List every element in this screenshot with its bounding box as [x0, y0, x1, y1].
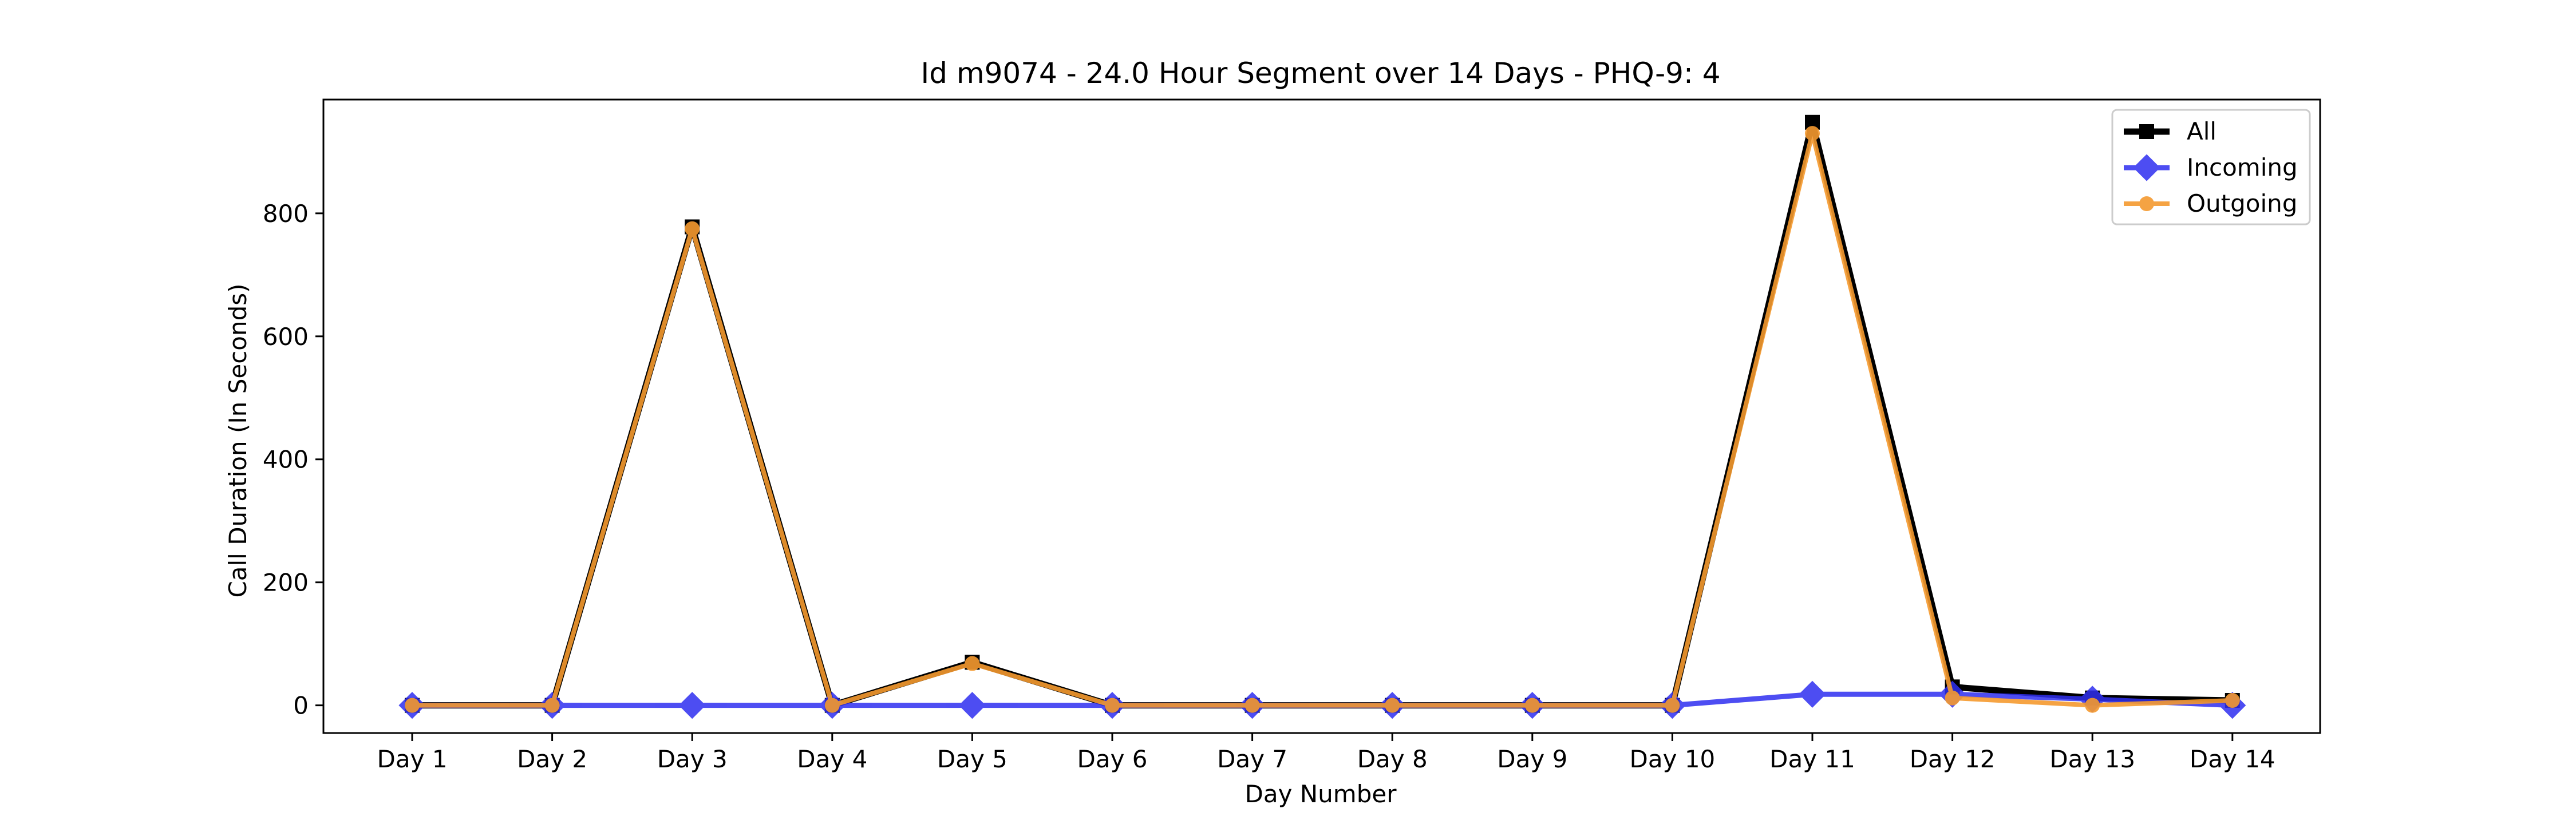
- data-point-circle: [1105, 698, 1120, 713]
- data-point-circle: [2225, 693, 2240, 708]
- chart-title: Id m9074 - 24.0 Hour Segment over 14 Day…: [920, 57, 1720, 90]
- y-tick-label: 800: [263, 200, 309, 228]
- x-tick-label: Day 7: [1217, 745, 1287, 773]
- y-axis-title: Call Duration (In Seconds): [224, 283, 252, 597]
- x-tick-label: Day 9: [1497, 745, 1567, 773]
- x-tick-label: Day 6: [1077, 745, 1147, 773]
- x-tick-label: Day 10: [1630, 745, 1716, 773]
- x-tick-label: Day 5: [937, 745, 1008, 773]
- x-tick-label: Day 8: [1357, 745, 1428, 773]
- x-tick-label: Day 2: [517, 745, 587, 773]
- legend-label: Outgoing: [2187, 189, 2297, 217]
- y-tick-label: 200: [263, 569, 309, 597]
- data-point-square: [2139, 124, 2154, 139]
- x-tick-label: Day 3: [657, 745, 728, 773]
- series-line: [412, 131, 2233, 708]
- x-tick-label: Day 1: [377, 745, 447, 773]
- data-point-circle: [824, 698, 840, 713]
- legend: All Incoming Outgoing: [2111, 109, 2311, 225]
- x-tick-label: Day 4: [797, 745, 867, 773]
- data-point-diamond: [1799, 680, 1826, 708]
- data-point-circle: [2139, 196, 2154, 211]
- plot-area: Day 1 Day 2 Day 3 Day 4 Day 5 Day 6 Day 7 Day 8…: [263, 114, 2275, 773]
- plot-frame: [322, 98, 2321, 734]
- x-tick-label: Day 11: [1769, 745, 1855, 773]
- legend-item-incoming: [2124, 154, 2170, 181]
- data-point-circle: [544, 698, 560, 713]
- data-point-diamond: [678, 692, 706, 719]
- data-point-circle: [405, 698, 420, 713]
- y-tick-label: 0: [293, 692, 309, 720]
- legend-label: All: [2187, 117, 2217, 145]
- data-point-circle: [2085, 698, 2100, 713]
- data-point-circle: [1244, 698, 1260, 713]
- x-tick-label: Day 12: [1910, 745, 1996, 773]
- legend-label: Incoming: [2187, 153, 2298, 181]
- data-point-diamond: [958, 692, 986, 719]
- data-point-circle: [1385, 698, 1400, 713]
- x-tick-label: Day 13: [2049, 745, 2135, 773]
- data-point-diamond: [2133, 154, 2160, 181]
- y-tick-label: 600: [263, 323, 309, 351]
- legend-item-all: [2124, 124, 2170, 139]
- data-point-circle: [685, 221, 700, 236]
- data-point-circle: [965, 656, 980, 671]
- x-axis-title: Day Number: [1244, 780, 1397, 808]
- legend-item-outgoing: [2124, 196, 2170, 211]
- data-point-circle: [1524, 698, 1540, 713]
- series-line: [412, 119, 2233, 709]
- data-point-circle: [1665, 698, 1680, 713]
- data-point-circle: [1945, 690, 1960, 706]
- x-tick-label: Day 14: [2190, 745, 2275, 773]
- data-point-circle: [1805, 126, 1820, 141]
- legend-box: [2111, 109, 2311, 225]
- series-outgoing: [405, 126, 2240, 713]
- y-tick-label: 400: [263, 446, 309, 474]
- series-all: [405, 114, 2240, 713]
